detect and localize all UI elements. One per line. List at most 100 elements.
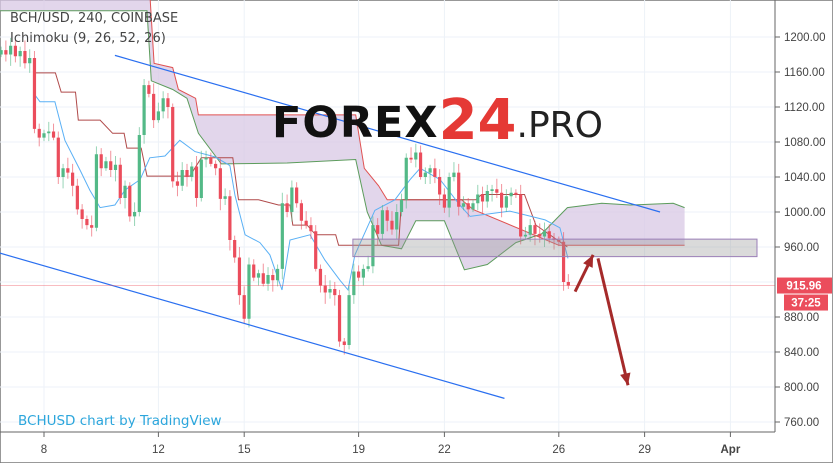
symbol-legend[interactable]: BCH/USD, 240, COINBASE xyxy=(10,11,179,26)
candle-body[interactable] xyxy=(90,225,94,228)
candle-body[interactable] xyxy=(347,295,351,345)
candle-body[interactable] xyxy=(109,161,113,170)
channel-lower-trendline[interactable] xyxy=(0,252,505,399)
channel-upper-trendline[interactable] xyxy=(114,54,661,213)
candle-body[interactable] xyxy=(357,271,361,278)
candle-body[interactable] xyxy=(285,203,289,212)
candle-body[interactable] xyxy=(152,93,156,121)
candle-body[interactable] xyxy=(190,166,194,178)
candle-body[interactable] xyxy=(342,341,346,346)
candle-body[interactable] xyxy=(32,58,37,129)
candle-body[interactable] xyxy=(337,295,342,342)
candle-body[interactable] xyxy=(333,289,337,296)
candle-body[interactable] xyxy=(204,157,208,160)
candle-body[interactable] xyxy=(418,152,423,178)
candle-body[interactable] xyxy=(252,264,256,278)
candle-body[interactable] xyxy=(380,210,385,234)
candle-body[interactable] xyxy=(428,168,432,173)
candle-body[interactable] xyxy=(504,196,508,208)
candle-body[interactable] xyxy=(390,220,394,230)
candle-body[interactable] xyxy=(247,264,251,319)
candle-body[interactable] xyxy=(304,220,308,226)
candle-body[interactable] xyxy=(275,268,280,281)
candle-body[interactable] xyxy=(461,203,466,207)
candle-body[interactable] xyxy=(228,196,232,240)
candle-body[interactable] xyxy=(328,289,332,293)
candle-body[interactable] xyxy=(80,209,84,219)
candle-body[interactable] xyxy=(13,45,17,57)
candle-body[interactable] xyxy=(175,181,180,186)
candle-body[interactable] xyxy=(352,271,356,296)
candle-body[interactable] xyxy=(51,131,56,138)
candle-body[interactable] xyxy=(466,203,470,210)
candle-body[interactable] xyxy=(280,203,284,269)
candle-body[interactable] xyxy=(299,203,303,221)
candle-body[interactable] xyxy=(438,177,442,195)
candle-body[interactable] xyxy=(452,172,456,177)
candle-body[interactable] xyxy=(538,233,542,237)
candle-body[interactable] xyxy=(442,194,446,208)
candle-body[interactable] xyxy=(132,212,137,217)
candle-body[interactable] xyxy=(9,45,13,55)
candle-body[interactable] xyxy=(423,172,427,177)
candle-body[interactable] xyxy=(314,231,318,269)
candle-body[interactable] xyxy=(113,164,118,170)
candle-body[interactable] xyxy=(85,219,89,226)
candle-body[interactable] xyxy=(0,50,3,55)
candle-body[interactable] xyxy=(18,51,22,57)
candle-body[interactable] xyxy=(271,275,275,281)
candle-body[interactable] xyxy=(37,128,41,138)
candle-body[interactable] xyxy=(371,225,375,267)
candle-body[interactable] xyxy=(490,189,494,191)
candle-body[interactable] xyxy=(56,137,60,177)
candle-body[interactable] xyxy=(261,273,265,284)
candle-body[interactable] xyxy=(214,163,218,169)
candle-body[interactable] xyxy=(71,172,75,186)
candle-body[interactable] xyxy=(42,133,46,138)
candle-body[interactable] xyxy=(523,234,528,237)
candle-body[interactable] xyxy=(128,185,132,217)
candle-body[interactable] xyxy=(233,240,237,258)
candle-body[interactable] xyxy=(361,268,365,278)
candle-body[interactable] xyxy=(218,168,222,199)
candle-body[interactable] xyxy=(495,189,499,193)
candle-body[interactable] xyxy=(166,98,170,107)
candle-body[interactable] xyxy=(561,241,566,282)
candle-body[interactable] xyxy=(433,168,437,177)
candle-body[interactable] xyxy=(399,199,404,212)
candle-body[interactable] xyxy=(447,177,451,208)
candle-body[interactable] xyxy=(61,168,65,177)
candle-body[interactable] xyxy=(295,187,299,204)
candle-body[interactable] xyxy=(323,285,327,293)
candle-body[interactable] xyxy=(385,210,389,221)
candle-body[interactable] xyxy=(4,50,8,55)
candle-body[interactable] xyxy=(547,231,551,239)
candle-body[interactable] xyxy=(185,170,189,177)
candle-body[interactable] xyxy=(309,225,313,232)
candle-body[interactable] xyxy=(376,225,380,234)
candle-body[interactable] xyxy=(104,161,108,169)
resistance-zone-rectangle[interactable] xyxy=(352,238,758,258)
candle-body[interactable] xyxy=(209,157,213,164)
candle-body[interactable] xyxy=(156,111,160,121)
candle-body[interactable] xyxy=(366,266,370,269)
candle-body[interactable] xyxy=(514,192,518,195)
candle-body[interactable] xyxy=(528,225,532,235)
tradingview-credit-link[interactable]: BCHUSD chart by TradingView xyxy=(18,413,222,429)
candle-body[interactable] xyxy=(161,98,165,112)
candle-body[interactable] xyxy=(123,185,127,198)
indicator-legend[interactable]: Ichimoku (9, 26, 52, 26) xyxy=(10,31,166,46)
candle-body[interactable] xyxy=(290,187,294,213)
candle-body[interactable] xyxy=(199,159,203,199)
candle-body[interactable] xyxy=(414,152,418,160)
candle-body[interactable] xyxy=(147,85,151,94)
candle-body[interactable] xyxy=(500,192,504,208)
candle-body[interactable] xyxy=(137,135,141,212)
candle-body[interactable] xyxy=(533,225,537,234)
candle-body[interactable] xyxy=(23,51,27,64)
candle-body[interactable] xyxy=(509,192,513,197)
plot-area[interactable] xyxy=(0,0,775,399)
candle-body[interactable] xyxy=(180,170,184,186)
candle-body[interactable] xyxy=(519,194,523,237)
